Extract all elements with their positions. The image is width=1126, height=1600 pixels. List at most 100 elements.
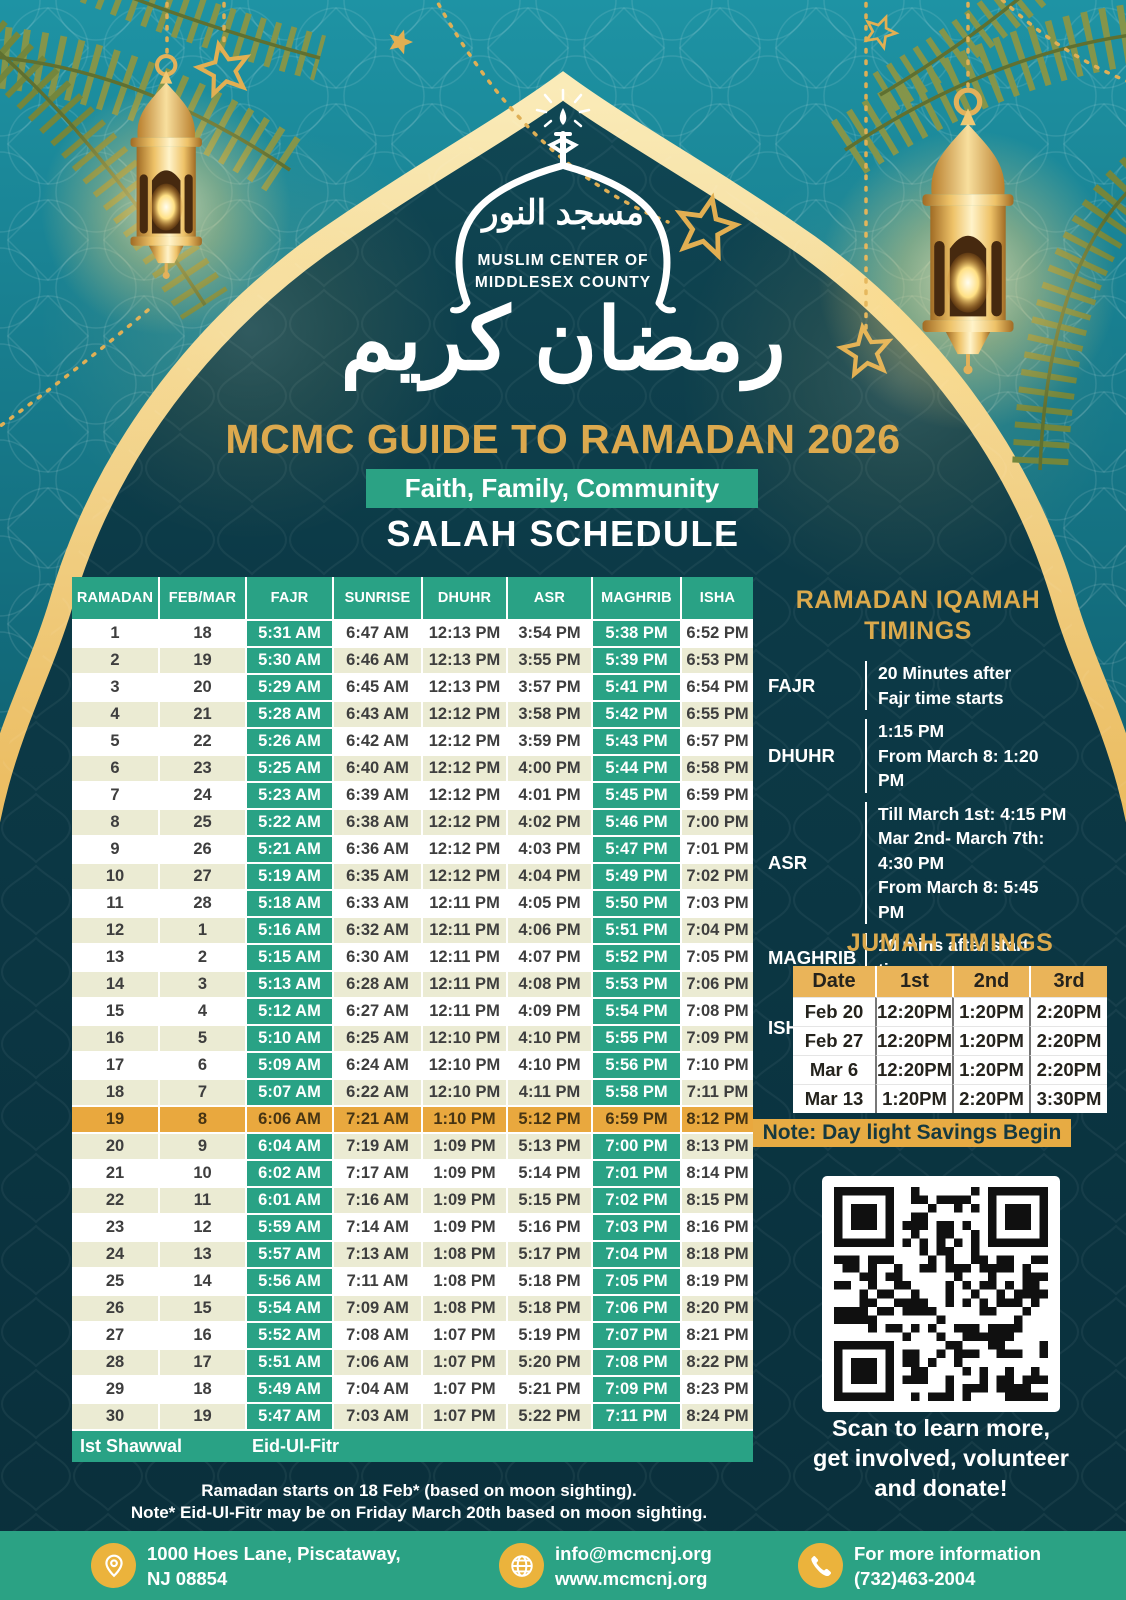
salah-cell: 13 xyxy=(160,1242,245,1267)
salah-cell: 19 xyxy=(160,648,245,673)
salah-cell: 4:06 PM xyxy=(508,918,591,943)
salah-cell: 26 xyxy=(160,837,245,862)
salah-cell: 1:08 PM xyxy=(423,1296,506,1321)
salah-cell: 7:03 PM xyxy=(682,891,753,916)
salah-cell: 4:10 PM xyxy=(508,1026,591,1051)
salah-cell: 5:53 PM xyxy=(593,972,680,997)
column-header: DHUHR xyxy=(423,577,506,619)
salah-cell: 18 xyxy=(72,1080,158,1105)
salah-cell: 5:46 PM xyxy=(593,810,680,835)
column-header: MAGHRIB xyxy=(593,577,680,619)
jumah-cell: 3:30PM xyxy=(1029,1084,1107,1113)
qr-caption: Scan to learn more, get involved, volunte… xyxy=(775,1413,1107,1503)
salah-cell: 25 xyxy=(72,1269,158,1294)
salah-cell: 3:57 PM xyxy=(508,675,591,700)
salah-table-footer-row: Ist Shawwal Eid-Ul-Fitr xyxy=(72,1431,753,1462)
salah-cell: 5:31 AM xyxy=(247,621,332,646)
salah-cell: 21 xyxy=(72,1161,158,1186)
salah-cell: 6:52 PM xyxy=(682,621,753,646)
salah-cell: 14 xyxy=(72,972,158,997)
tagline-banner: Faith, Family, Community xyxy=(366,469,758,508)
salah-cell: 8 xyxy=(160,1107,245,1132)
jumah-cell: Feb 20 xyxy=(793,997,875,1026)
salah-cell: 6:36 AM xyxy=(334,837,421,862)
org-name-line1: MUSLIM CENTER OF xyxy=(477,252,649,269)
salah-cell: 7:17 AM xyxy=(334,1161,421,1186)
salah-cell: 8:12 PM xyxy=(682,1107,753,1132)
salah-cell: 1:07 PM xyxy=(423,1323,506,1348)
salah-cell: 8:21 PM xyxy=(682,1323,753,1348)
salah-cell: 5:14 PM xyxy=(508,1161,591,1186)
salah-table-body: 1 18 5:31 AM 6:47 AM 12:13 PM 3:54 PM 5:38 PM 6… xyxy=(72,621,753,1429)
jumah-cell: 2:20PM xyxy=(952,1084,1029,1113)
salah-cell: 7:11 PM xyxy=(682,1080,753,1105)
salah-cell: 6:38 AM xyxy=(334,810,421,835)
salah-cell: 7:07 PM xyxy=(593,1323,680,1348)
salah-cell: 7:04 PM xyxy=(593,1242,680,1267)
salah-cell: 5:12 AM xyxy=(247,999,332,1024)
salah-cell: 8:19 PM xyxy=(682,1269,753,1294)
salah-cell: 8:20 PM xyxy=(682,1296,753,1321)
email-text: info@mcmcnj.org xyxy=(555,1542,712,1564)
salah-cell: 5:29 AM xyxy=(247,675,332,700)
column-header: ASR xyxy=(508,577,591,619)
salah-cell: 4:04 PM xyxy=(508,864,591,889)
salah-row: 2 19 5:30 AM 6:46 AM 12:13 PM 3:55 PM 5:39 PM 6… xyxy=(72,648,753,673)
salah-cell: 3 xyxy=(72,675,158,700)
salah-cell: 20 xyxy=(160,675,245,700)
jumah-cell: Mar 6 xyxy=(793,1055,875,1084)
salah-cell: 7:03 PM xyxy=(593,1215,680,1240)
salah-cell: 1:10 PM xyxy=(423,1107,506,1132)
salah-cell: 7:03 AM xyxy=(334,1404,421,1429)
salah-cell: 12:12 PM xyxy=(423,729,506,754)
salah-cell: 5:42 PM xyxy=(593,702,680,727)
iqamah-heading-line2: TIMINGS xyxy=(864,617,972,645)
salah-cell: 11 xyxy=(72,891,158,916)
logo-arabic-name: مسجد النور xyxy=(482,194,644,232)
salah-cell: 12:12 PM xyxy=(423,837,506,862)
salah-row: 16 5 5:10 AM 6:25 AM 12:10 PM 4:10 PM 5:55 PM 7… xyxy=(72,1026,753,1051)
salah-cell: 5:10 AM xyxy=(247,1026,332,1051)
salah-cell: 12:10 PM xyxy=(423,1053,506,1078)
salah-cell: 7:08 AM xyxy=(334,1323,421,1348)
salah-cell: 21 xyxy=(160,702,245,727)
salah-cell: 4:00 PM xyxy=(508,756,591,781)
salah-cell: 5:47 PM xyxy=(593,837,680,862)
salah-cell: 5:16 AM xyxy=(247,918,332,943)
salah-cell: 5:12 PM xyxy=(508,1107,591,1132)
salah-cell: 5:47 AM xyxy=(247,1404,332,1429)
salah-cell: 8:15 PM xyxy=(682,1188,753,1213)
salah-cell: 5:13 AM xyxy=(247,972,332,997)
footnote-line: Note* Eid-Ul-Fitr may be on Friday March… xyxy=(130,1503,708,1522)
salah-cell: 5:57 AM xyxy=(247,1242,332,1267)
candle-flame xyxy=(559,108,567,125)
salah-cell: 5:58 PM xyxy=(593,1080,680,1105)
salah-cell: 4:02 PM xyxy=(508,810,591,835)
salah-cell: 5:39 PM xyxy=(593,648,680,673)
salah-cell: 27 xyxy=(72,1323,158,1348)
poster-title: MCMC GUIDE TO RAMADAN 2026 xyxy=(225,416,901,462)
salah-row: 29 18 5:49 AM 7:04 AM 1:07 PM 5:21 PM 7:09 PM 8… xyxy=(72,1377,753,1402)
candle-light-icon xyxy=(535,88,591,128)
salah-row: 6 23 5:25 AM 6:40 AM 12:12 PM 4:00 PM 5:44 PM 6… xyxy=(72,756,753,781)
salah-cell: 16 xyxy=(72,1026,158,1051)
salah-cell: 7:09 PM xyxy=(593,1377,680,1402)
salah-row: 11 28 5:18 AM 6:33 AM 12:11 PM 4:05 PM 5:50 PM… xyxy=(72,891,753,916)
jumah-cell: 2:20PM xyxy=(1029,997,1107,1026)
jumah-cell: 2:20PM xyxy=(1029,1026,1107,1055)
phone-group: For more information (732)463-2004 xyxy=(798,1531,1041,1600)
salah-cell: 27 xyxy=(160,864,245,889)
salah-cell: 28 xyxy=(72,1350,158,1375)
salah-cell: 1:07 PM xyxy=(423,1350,506,1375)
qr-finder-patterns xyxy=(834,1187,1048,1401)
jumah-cell: 1:20PM xyxy=(952,1026,1029,1055)
salah-cell: 5:26 AM xyxy=(247,729,332,754)
salah-cell: 7:13 AM xyxy=(334,1242,421,1267)
mosque-dome-outline-icon xyxy=(450,131,676,314)
salah-row: 3 20 5:29 AM 6:45 AM 12:13 PM 3:57 PM 5:41 PM 6… xyxy=(72,675,753,700)
salah-cell: 28 xyxy=(160,891,245,916)
jumah-cell: 12:20PM xyxy=(875,1055,952,1084)
eid-label: Eid-Ul-Fitr xyxy=(252,1436,339,1456)
salah-cell: 9 xyxy=(72,837,158,862)
salah-cell: 6:39 AM xyxy=(334,783,421,808)
